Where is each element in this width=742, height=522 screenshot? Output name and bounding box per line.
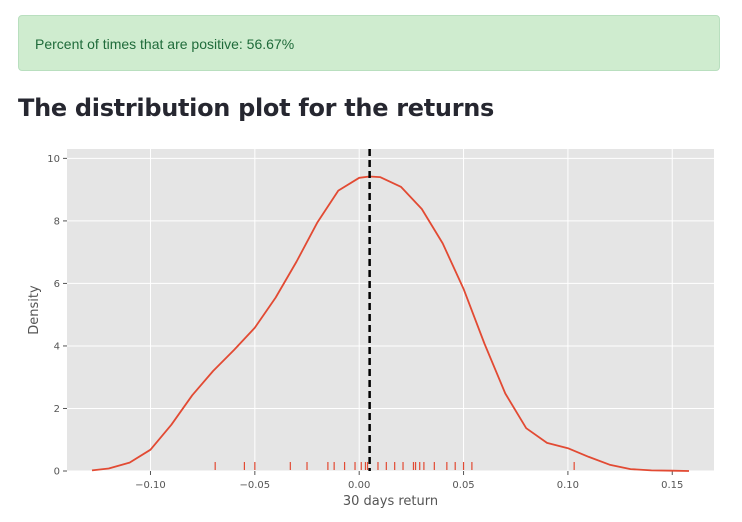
- x-axis-label: 30 days return: [343, 494, 438, 509]
- rug-marks: [214, 462, 575, 470]
- grid: [67, 149, 714, 472]
- y-tick-label: 8: [54, 216, 60, 227]
- page-title: The distribution plot for the returns: [18, 94, 495, 122]
- x-tick-label: 0.10: [557, 480, 579, 491]
- x-tick-label: 0.15: [661, 480, 683, 491]
- kde-line: [91, 175, 690, 472]
- y-axis-label: Density: [27, 285, 42, 335]
- info-alert: Percent of times that are positive: 56.6…: [18, 15, 720, 71]
- x-tick-label: 0.05: [452, 480, 474, 491]
- x-tick-label: −0.05: [240, 480, 271, 491]
- y-tick-label: 4: [54, 341, 60, 352]
- axis-ticks: −0.10 −0.05 0.00 0.05 0.10 0.15 0 2 4 6 8 10: [47, 154, 683, 491]
- y-tick-label: 0: [54, 467, 60, 478]
- y-tick-label: 10: [47, 154, 60, 165]
- y-tick-label: 6: [54, 279, 60, 290]
- x-tick-label: −0.10: [135, 480, 166, 491]
- alert-text: Percent of times that are positive: 56.6…: [35, 36, 295, 52]
- y-tick-label: 2: [54, 404, 60, 415]
- plot-area: [67, 149, 714, 471]
- x-tick-label: 0.00: [348, 480, 370, 491]
